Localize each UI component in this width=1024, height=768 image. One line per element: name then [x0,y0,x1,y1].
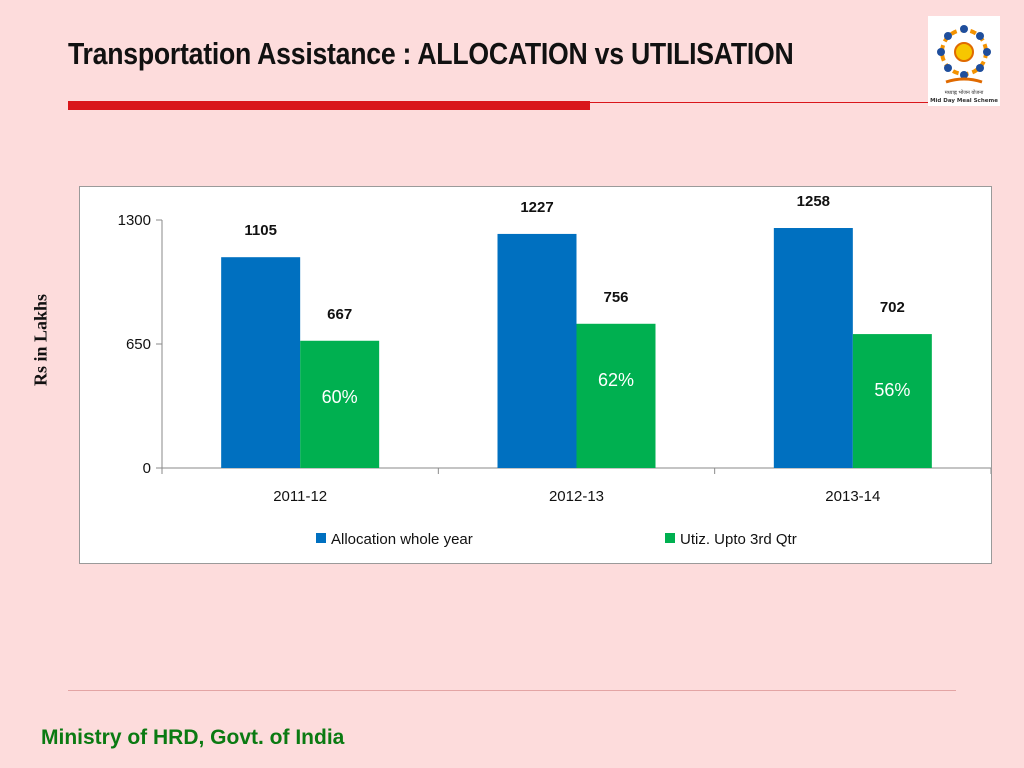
legend-label: Utiz. Upto 3rd Qtr [680,531,797,548]
bar-utilisation [300,340,380,468]
legend-label: Allocation whole year [331,531,473,548]
data-label: 1258 [797,193,830,210]
y-tick-label: 1300 [118,212,151,229]
title-underline-rule [590,102,928,103]
y-tick-label: 0 [143,460,151,477]
data-label: 756 [603,289,628,306]
bar-chart: 0 650 1300 1105 667 60% 2011-12 1227 756 62% 2012-… [118,193,991,548]
mid-day-meal-logo: मध्याह्न भोजन योजना Mid Day Meal Scheme [928,16,1000,106]
percent-label: 60% [322,387,358,407]
logo-hindi-text: मध्याह्न भोजन योजना [945,89,984,96]
bar-allocation [497,233,577,468]
slide-title: Transportation Assistance : ALLOCATION v… [68,36,794,71]
data-label: 1227 [520,199,553,216]
data-label: 1105 [244,222,277,239]
chart-area: 0 650 1300 1105 667 60% 2011-12 1227 756 62% 2012-… [79,186,992,564]
x-tick-label: 2012-13 [549,488,604,505]
bar-utilisation [576,323,656,468]
data-label: 702 [880,299,905,316]
bar-allocation [773,228,853,468]
title-underline-bar [68,101,590,110]
percent-label: 62% [598,370,634,390]
footer-divider [68,690,956,691]
legend-swatch [316,533,326,543]
bar-utilisation [852,334,932,468]
x-tick-label: 2013-14 [825,488,880,505]
bar-allocation [221,257,301,468]
x-tick-label: 2011-12 [273,488,327,505]
logo-caption: Mid Day Meal Scheme [930,98,998,104]
legend-swatch [665,533,675,543]
y-tick-label: 650 [126,336,151,353]
logo-ring-icon [937,25,991,84]
data-label: 667 [327,306,352,323]
footer-ministry: Ministry of HRD, Govt. of India [41,726,345,749]
percent-label: 56% [874,380,910,400]
y-axis-label: Rs in Lakhs [30,293,51,387]
